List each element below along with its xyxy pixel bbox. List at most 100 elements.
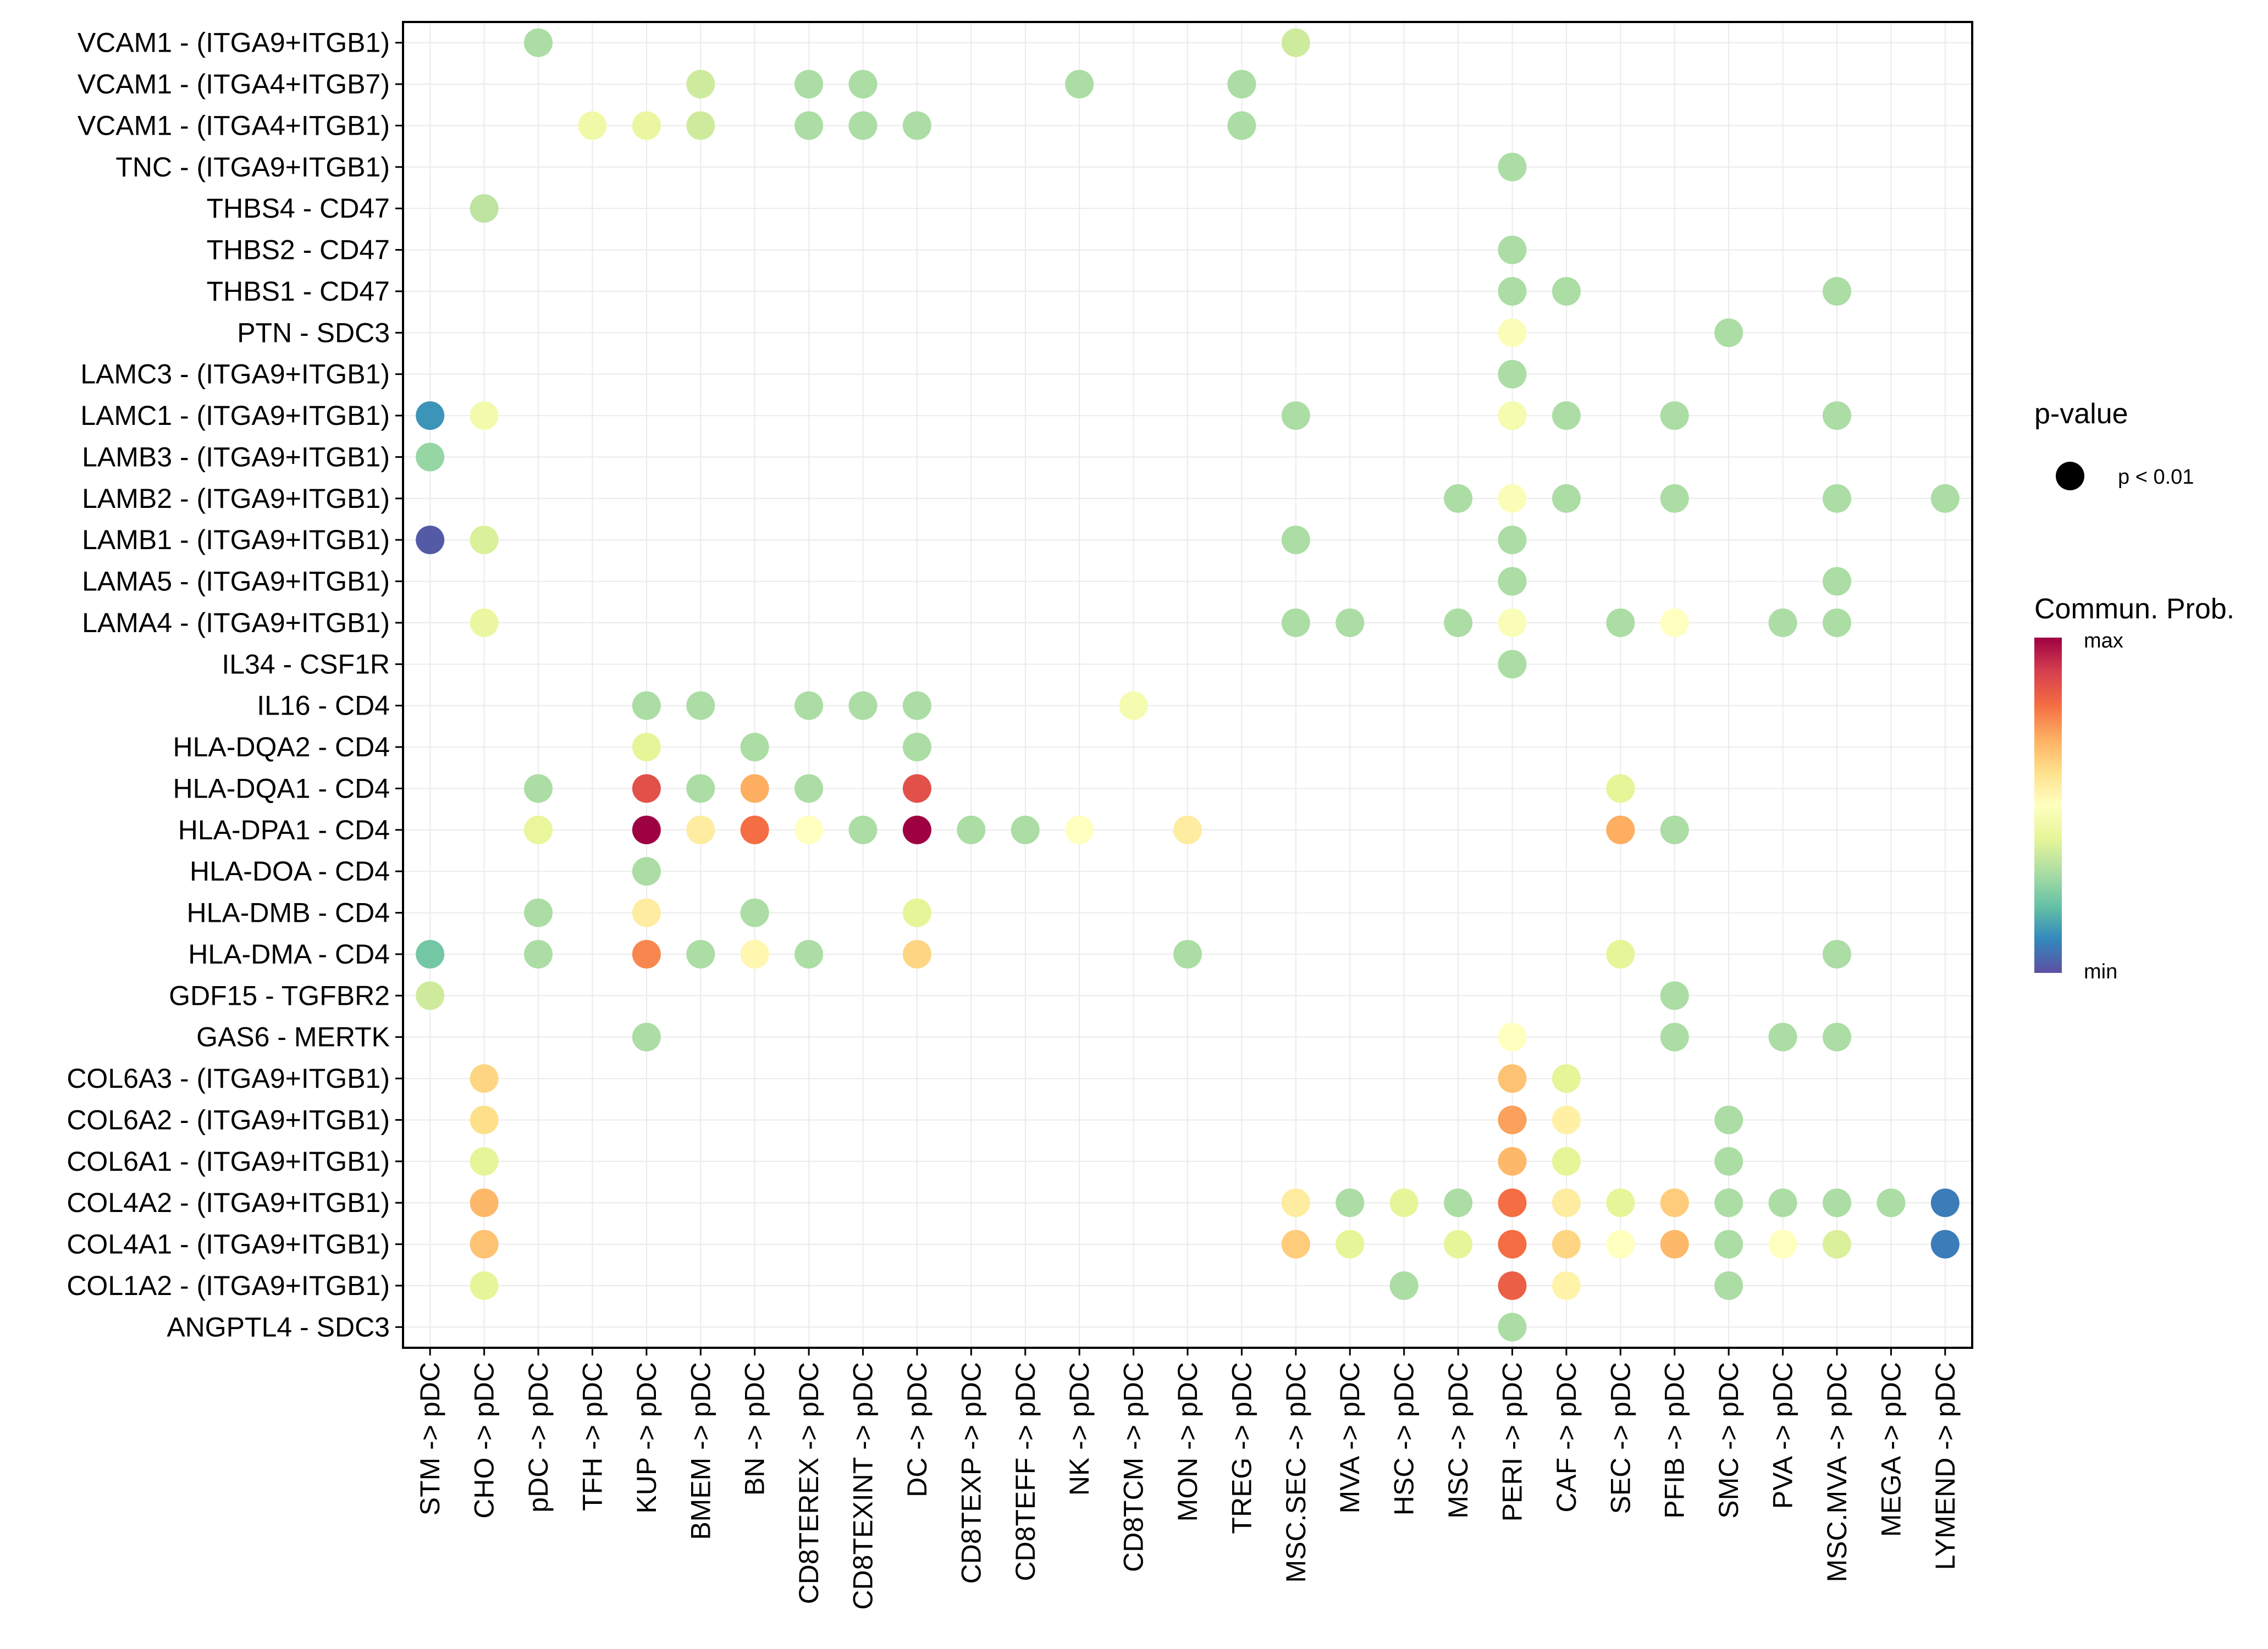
data-point	[632, 939, 661, 969]
data-point	[1552, 484, 1581, 513]
data-point	[470, 1147, 499, 1176]
data-point	[1011, 815, 1040, 844]
data-point	[1660, 1230, 1689, 1259]
data-point	[1281, 525, 1310, 555]
y-tick-label: THBS2 - CD47	[207, 235, 390, 265]
data-point	[1930, 1188, 1960, 1218]
x-tick-label: CD8TEXINT -> pDC	[848, 1362, 879, 1610]
data-point	[1336, 1230, 1365, 1259]
data-point	[416, 525, 445, 555]
data-point	[416, 401, 445, 430]
colorbar-max-label: max	[2084, 629, 2123, 652]
data-point	[1498, 1064, 1527, 1093]
y-tick-label: COL6A2 - (ITGA9+ITGB1)	[67, 1104, 390, 1135]
data-point	[1498, 1188, 1527, 1218]
y-tick-label: LAMB3 - (ITGA9+ITGB1)	[82, 441, 390, 472]
data-point	[1552, 276, 1581, 306]
data-point	[1444, 1188, 1473, 1218]
data-point	[1822, 567, 1851, 596]
data-point	[686, 111, 715, 140]
color-legend-title: Commun. Prob.	[2034, 593, 2234, 625]
colorbar	[2034, 638, 2062, 973]
x-axis: STM -> pDC CHO -> pDC pDC -> pDC TFH -> pDC…	[415, 1348, 1961, 1610]
data-point	[1173, 939, 1202, 969]
data-point	[1498, 318, 1527, 347]
data-point	[1714, 1271, 1743, 1300]
data-point	[470, 401, 499, 430]
data-point	[1498, 359, 1527, 389]
data-point	[902, 733, 931, 762]
data-point	[1444, 1230, 1473, 1259]
data-point	[1498, 525, 1527, 555]
data-point	[902, 111, 931, 140]
data-point	[1498, 650, 1527, 679]
data-point	[1552, 1105, 1581, 1135]
data-point	[1498, 1022, 1527, 1052]
y-tick-label: LAMC1 - (ITGA9+ITGB1)	[80, 400, 390, 431]
data-point	[1768, 1188, 1797, 1218]
x-tick-label: pDC -> pDC	[523, 1362, 554, 1513]
x-tick-label: MON -> pDC	[1172, 1362, 1203, 1521]
x-tick-label: NK -> pDC	[1064, 1362, 1095, 1496]
data-point	[848, 815, 878, 844]
data-point	[1822, 1230, 1851, 1259]
y-tick-label: LAMC3 - (ITGA9+ITGB1)	[80, 359, 390, 390]
data-point	[1281, 1188, 1310, 1218]
x-tick-label: CD8TEFF -> pDC	[1010, 1362, 1041, 1581]
data-point	[1281, 608, 1310, 637]
data-point	[632, 111, 661, 140]
data-point	[1606, 1230, 1635, 1259]
data-point	[1498, 1313, 1527, 1342]
x-tick-label: TREG -> pDC	[1226, 1362, 1257, 1534]
x-tick-label: CD8TEXP -> pDC	[956, 1362, 986, 1584]
data-point	[1498, 1271, 1527, 1300]
data-point	[1119, 691, 1148, 720]
data-point	[1336, 608, 1365, 637]
data-point	[416, 442, 445, 472]
x-tick-label: BN -> pDC	[740, 1362, 770, 1496]
data-point	[1714, 1105, 1743, 1135]
x-tick-label: MSC.MVA -> pDC	[1822, 1362, 1852, 1582]
data-point	[1606, 939, 1635, 969]
y-tick-label: LAMA5 - (ITGA9+ITGB1)	[82, 566, 390, 597]
data-point	[1822, 608, 1851, 637]
x-tick-label: DC -> pDC	[902, 1362, 932, 1497]
data-point	[1660, 981, 1689, 1010]
data-point	[1065, 815, 1094, 844]
y-tick-label: HLA-DPA1 - CD4	[178, 815, 390, 845]
y-tick-label: VCAM1 - (ITGA4+ITGB7)	[78, 69, 390, 99]
data-point	[686, 691, 715, 720]
data-point	[1173, 815, 1202, 844]
data-point	[1606, 1188, 1635, 1218]
y-tick-label: PTN - SDC3	[237, 317, 390, 348]
x-tick-label: CD8TCM -> pDC	[1118, 1362, 1149, 1572]
data-point	[1498, 235, 1527, 264]
data-point	[1552, 1230, 1581, 1259]
data-point	[1822, 1022, 1851, 1052]
data-point	[1660, 608, 1689, 637]
y-tick-label: HLA-DQA2 - CD4	[173, 732, 390, 762]
data-point	[1660, 401, 1689, 430]
data-point	[794, 111, 824, 140]
data-point	[794, 774, 824, 803]
data-point	[1444, 608, 1473, 637]
data-point	[740, 939, 769, 969]
data-point	[1822, 401, 1851, 430]
y-tick-label: VCAM1 - (ITGA4+ITGB1)	[78, 110, 390, 141]
data-point	[902, 898, 931, 927]
data-point	[740, 898, 769, 927]
data-point	[1930, 1230, 1960, 1259]
data-point	[1498, 1230, 1527, 1259]
data-point	[1281, 1230, 1310, 1259]
x-tick-label: CD8TEREX -> pDC	[793, 1362, 824, 1604]
data-point	[1714, 1230, 1743, 1259]
y-tick-label: GAS6 - MERTK	[196, 1022, 390, 1053]
x-tick-label: BMEM -> pDC	[685, 1362, 716, 1540]
data-point	[1660, 1022, 1689, 1052]
data-point	[848, 111, 878, 140]
data-point	[1281, 28, 1310, 57]
data-point	[1389, 1188, 1419, 1218]
data-point	[470, 1188, 499, 1218]
y-tick-label: GDF15 - TGFBR2	[169, 980, 390, 1011]
